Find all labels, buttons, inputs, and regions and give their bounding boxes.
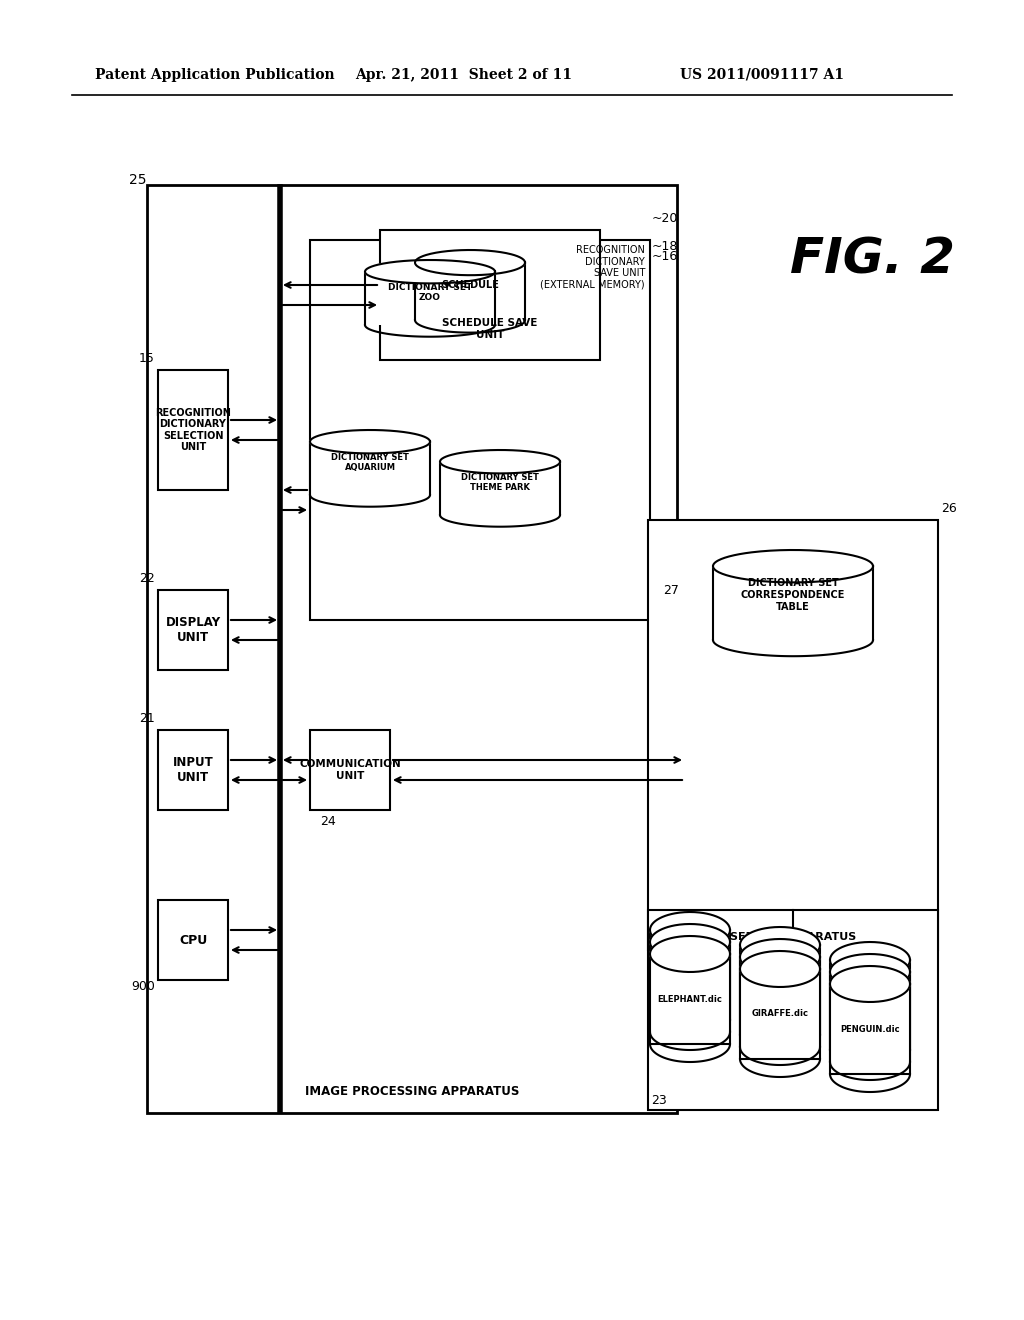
- Bar: [365, 272, 495, 325]
- Text: 25: 25: [129, 173, 147, 187]
- Bar: [147, 185, 677, 1113]
- Polygon shape: [365, 260, 495, 284]
- Text: DICTIONARY SET
ZOO: DICTIONARY SET ZOO: [388, 282, 472, 302]
- Polygon shape: [650, 936, 730, 972]
- Bar: [158, 900, 228, 979]
- Text: FIG. 2: FIG. 2: [790, 236, 954, 284]
- Bar: [158, 370, 228, 490]
- Bar: [830, 972, 910, 1063]
- Polygon shape: [650, 924, 730, 960]
- Text: PENGUIN.dic: PENGUIN.dic: [840, 1024, 900, 1034]
- Text: SCHEDULE: SCHEDULE: [441, 280, 499, 290]
- Polygon shape: [310, 430, 430, 453]
- Polygon shape: [740, 939, 820, 975]
- Text: SERVER APPARATUS: SERVER APPARATUS: [730, 932, 856, 942]
- Text: 27: 27: [663, 583, 679, 597]
- Bar: [830, 960, 910, 1049]
- Text: 22: 22: [139, 572, 155, 585]
- Bar: [310, 730, 390, 810]
- Text: DICTIONARY SET
AQUARIUM: DICTIONARY SET AQUARIUM: [331, 453, 409, 473]
- Bar: [648, 520, 938, 950]
- Bar: [648, 909, 938, 1110]
- Bar: [650, 954, 730, 1044]
- Text: US 2011/0091117 A1: US 2011/0091117 A1: [680, 69, 844, 82]
- Polygon shape: [440, 450, 560, 474]
- Text: RECOGNITION
DICTIONARY
SAVE UNIT
(EXTERNAL MEMORY): RECOGNITION DICTIONARY SAVE UNIT (EXTERN…: [541, 246, 645, 290]
- Polygon shape: [830, 942, 910, 978]
- Polygon shape: [650, 912, 730, 948]
- Text: 21: 21: [139, 711, 155, 725]
- Text: ~18: ~18: [652, 240, 678, 253]
- Text: CPU: CPU: [179, 933, 207, 946]
- Bar: [650, 931, 730, 1020]
- Bar: [440, 462, 560, 515]
- Polygon shape: [713, 550, 873, 582]
- Text: SCHEDULE SAVE
UNIT: SCHEDULE SAVE UNIT: [442, 318, 538, 341]
- Bar: [415, 263, 525, 319]
- Bar: [310, 442, 430, 495]
- Text: 15: 15: [139, 352, 155, 366]
- Text: ELEPHANT.dic: ELEPHANT.dic: [657, 994, 723, 1003]
- Text: Patent Application Publication: Patent Application Publication: [95, 69, 335, 82]
- Bar: [740, 969, 820, 1059]
- Bar: [380, 230, 600, 360]
- Bar: [830, 983, 910, 1074]
- Bar: [650, 942, 730, 1032]
- Text: DICTIONARY SET
CORRESPONDENCE
TABLE: DICTIONARY SET CORRESPONDENCE TABLE: [740, 578, 845, 611]
- Text: RECOGNITION
DICTIONARY
SELECTION
UNIT: RECOGNITION DICTIONARY SELECTION UNIT: [155, 408, 231, 453]
- Text: GIRAFFE.dic: GIRAFFE.dic: [752, 1010, 809, 1019]
- Polygon shape: [830, 966, 910, 1002]
- Polygon shape: [740, 950, 820, 987]
- Text: 900: 900: [131, 979, 155, 993]
- Text: Apr. 21, 2011  Sheet 2 of 11: Apr. 21, 2011 Sheet 2 of 11: [355, 69, 572, 82]
- Bar: [713, 566, 873, 640]
- Bar: [310, 240, 650, 620]
- Text: DICTIONARY SET
THEME PARK: DICTIONARY SET THEME PARK: [461, 473, 539, 492]
- Text: COMMUNICATION
UNIT: COMMUNICATION UNIT: [299, 759, 400, 781]
- Polygon shape: [830, 954, 910, 990]
- Bar: [158, 730, 228, 810]
- Polygon shape: [740, 927, 820, 964]
- Polygon shape: [415, 249, 525, 275]
- Bar: [740, 945, 820, 1035]
- Text: 24: 24: [319, 814, 336, 828]
- Bar: [158, 590, 228, 671]
- Text: 23: 23: [651, 1094, 667, 1107]
- Text: IMAGE PROCESSING APPARATUS: IMAGE PROCESSING APPARATUS: [305, 1085, 519, 1098]
- Text: 26: 26: [941, 502, 956, 515]
- Text: ~20: ~20: [652, 213, 678, 224]
- Text: ~16: ~16: [652, 249, 678, 263]
- Text: DISPLAY
UNIT: DISPLAY UNIT: [166, 616, 220, 644]
- Bar: [740, 957, 820, 1047]
- Text: INPUT
UNIT: INPUT UNIT: [173, 756, 213, 784]
